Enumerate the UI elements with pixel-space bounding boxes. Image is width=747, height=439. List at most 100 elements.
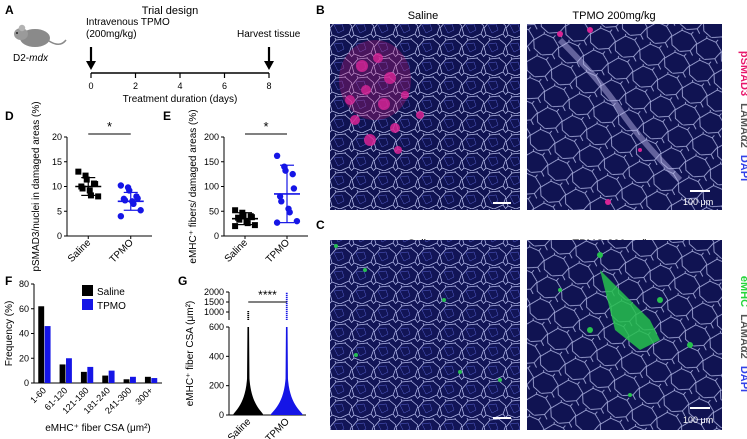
bar bbox=[144, 376, 151, 383]
y-axis-label: eMHC⁺ fiber CSA (μm²) bbox=[185, 301, 196, 407]
legend-label: TPMO bbox=[97, 301, 126, 312]
data-point bbox=[117, 213, 125, 220]
y-tick-label: 40 bbox=[19, 329, 29, 339]
timeline-tick-label: 8 bbox=[266, 81, 271, 91]
data-point bbox=[95, 193, 102, 200]
data-point bbox=[240, 212, 247, 219]
y-tick-label: 0 bbox=[214, 231, 219, 241]
y-tick-label: 400 bbox=[209, 351, 224, 361]
data-point bbox=[137, 207, 144, 214]
micrograph-b-saline bbox=[330, 24, 520, 210]
b-saline-title: Saline bbox=[408, 10, 439, 22]
bar bbox=[87, 366, 94, 383]
bar bbox=[66, 358, 72, 383]
bar bbox=[123, 379, 130, 383]
y-tick-label: 0 bbox=[219, 410, 224, 420]
legend-swatch bbox=[82, 285, 93, 296]
data-point bbox=[251, 222, 258, 229]
timeline-tick-label: 4 bbox=[177, 81, 182, 91]
y-tick-label: 0 bbox=[24, 378, 29, 388]
y-tick-label: 200 bbox=[204, 132, 219, 142]
micrograph-c-saline bbox=[330, 240, 520, 430]
violin-body bbox=[233, 327, 264, 415]
y-tick-label: 15 bbox=[52, 157, 62, 167]
data-point bbox=[248, 214, 255, 221]
x-tick-label: 300+ bbox=[133, 385, 154, 406]
significance-label: * bbox=[107, 119, 112, 134]
y-tick-label: 50 bbox=[209, 206, 219, 216]
mouse-icon bbox=[14, 24, 67, 47]
data-point bbox=[117, 182, 125, 189]
y-tick-label: 0 bbox=[57, 231, 62, 241]
drug-label-line2: (200mg/kg) bbox=[86, 29, 137, 40]
micrograph-b-tpmo bbox=[527, 24, 722, 210]
data-point bbox=[82, 172, 89, 179]
bar bbox=[59, 364, 66, 383]
y-tick-label: 150 bbox=[204, 157, 219, 167]
x-axis-label: eMHC⁺ fiber CSA (μm²) bbox=[45, 423, 151, 434]
data-point bbox=[121, 197, 129, 204]
significance-label: * bbox=[263, 119, 268, 134]
bar bbox=[102, 375, 109, 383]
timeline-ticks: 0 2 4 6 8 bbox=[88, 73, 272, 91]
drug-label-line1: Intravenous TPMO bbox=[86, 17, 170, 28]
data-point bbox=[286, 209, 293, 216]
panel-b-label: B bbox=[316, 3, 325, 17]
x-tick-label: Saline bbox=[66, 237, 94, 265]
timeline-tick-label: 6 bbox=[222, 81, 227, 91]
data-point bbox=[282, 167, 289, 174]
y-tick-label: 200 bbox=[209, 381, 224, 391]
injection-arrow bbox=[86, 47, 96, 70]
x-tick-label: Saline bbox=[226, 416, 254, 439]
bar bbox=[80, 371, 87, 383]
y-tick-label: 2000 bbox=[204, 287, 224, 297]
panel-a-label: A bbox=[5, 3, 14, 17]
data-point bbox=[83, 176, 90, 183]
y-tick-label: 100 bbox=[204, 182, 219, 192]
x-tick-label: TPMO bbox=[264, 237, 292, 265]
data-point bbox=[232, 223, 239, 230]
y-tick-label: 5 bbox=[57, 206, 62, 216]
c-channel-legend: eMHC LAMAα2 DAPI bbox=[738, 276, 747, 392]
x-tick-label: TPMO bbox=[264, 416, 292, 439]
y-tick-label: 80 bbox=[19, 279, 29, 289]
legend-label: Saline bbox=[97, 287, 125, 298]
y-tick-label: 20 bbox=[52, 132, 62, 142]
data-point bbox=[278, 198, 285, 205]
panel-e-label: E bbox=[163, 109, 171, 123]
data-point bbox=[289, 170, 296, 178]
data-point bbox=[92, 181, 99, 188]
data-point bbox=[290, 185, 298, 192]
y-tick-label: 60 bbox=[19, 304, 29, 314]
y-axis-label: Frequency (%) bbox=[4, 301, 15, 367]
y-axis-label: pSMAD3/nuclei in damaged areas (%) bbox=[31, 101, 42, 271]
mouse-label: D2-mdx bbox=[13, 53, 49, 64]
data-point bbox=[273, 152, 281, 160]
b-channel-legend: pSMAD3 LAMAα2 DAPI bbox=[738, 51, 747, 181]
b-tpmo-title: TPMO 200mg/kg bbox=[572, 10, 655, 22]
data-point bbox=[75, 168, 82, 175]
chart-e: 0 50 100 150 200 eMHC⁺ fibers/ damaged areas … bbox=[188, 109, 308, 266]
y-tick-label: 1500 bbox=[204, 297, 224, 307]
panel-g-label: G bbox=[178, 274, 187, 288]
timeline-tick-label: 0 bbox=[88, 81, 93, 91]
significance-label: **** bbox=[258, 288, 277, 302]
data-point bbox=[273, 219, 281, 226]
data-point bbox=[276, 193, 284, 200]
harvest-label: Harvest tissue bbox=[237, 29, 301, 40]
chart-d: 0 5 10 15 20 pSMAD3/nuclei in damaged areas (… bbox=[31, 101, 152, 272]
data-point bbox=[232, 207, 239, 214]
legend-swatch bbox=[82, 299, 93, 310]
svg-text:eMHC LAMAα2 DA: eMHC LAMAα2 DAPI bbox=[738, 276, 747, 392]
y-tick-label: 1000 bbox=[204, 307, 224, 317]
panel-c-label: C bbox=[316, 218, 325, 232]
data-point bbox=[236, 216, 243, 223]
y-tick-label: 20 bbox=[19, 353, 29, 363]
violin-body bbox=[270, 327, 303, 415]
timeline-tick-label: 2 bbox=[133, 81, 138, 91]
bar bbox=[44, 326, 51, 383]
